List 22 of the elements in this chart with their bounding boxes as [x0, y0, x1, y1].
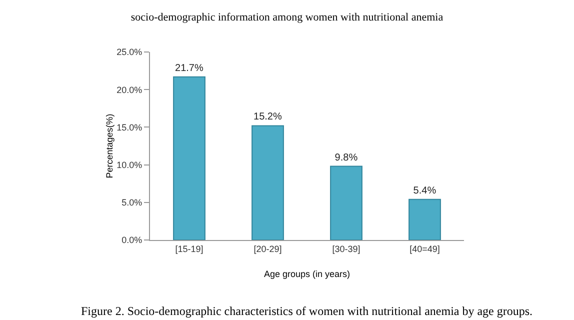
y-tick-label: 15.0%: [116, 122, 142, 132]
y-tick-label: 0.0%: [122, 235, 142, 246]
data-label: 15.2%: [254, 112, 282, 123]
bar: [330, 166, 362, 240]
data-label: 9.8%: [334, 152, 358, 164]
x-axis-title: Age groups (in years): [264, 269, 350, 279]
caption: Figure 2. Socio-demographic characteristics of women with nutritional anemia by age groups.: [81, 304, 533, 318]
bar: [408, 198, 441, 240]
data-label: 5.4%: [413, 185, 436, 196]
y-tick-label: 10.0%: [116, 160, 142, 170]
y-tick-label: 5.0%: [122, 198, 142, 208]
y-tick-label: 20.0%: [116, 84, 142, 95]
bar: [173, 76, 206, 240]
x-tick-label: [40=49]: [410, 244, 440, 254]
bar: [252, 125, 284, 240]
y-axis-title: Percentages(%): [104, 114, 115, 178]
chart-title: socio-demographic information among women with nutritional anemia: [130, 12, 444, 24]
x-tick-label: [30-39]: [332, 244, 360, 254]
x-tick-label: [15-19]: [175, 244, 204, 254]
x-tick-label: [20-29]: [254, 244, 282, 254]
y-tick-label: 25.0%: [116, 47, 142, 58]
data-label: 21.7%: [175, 62, 204, 74]
